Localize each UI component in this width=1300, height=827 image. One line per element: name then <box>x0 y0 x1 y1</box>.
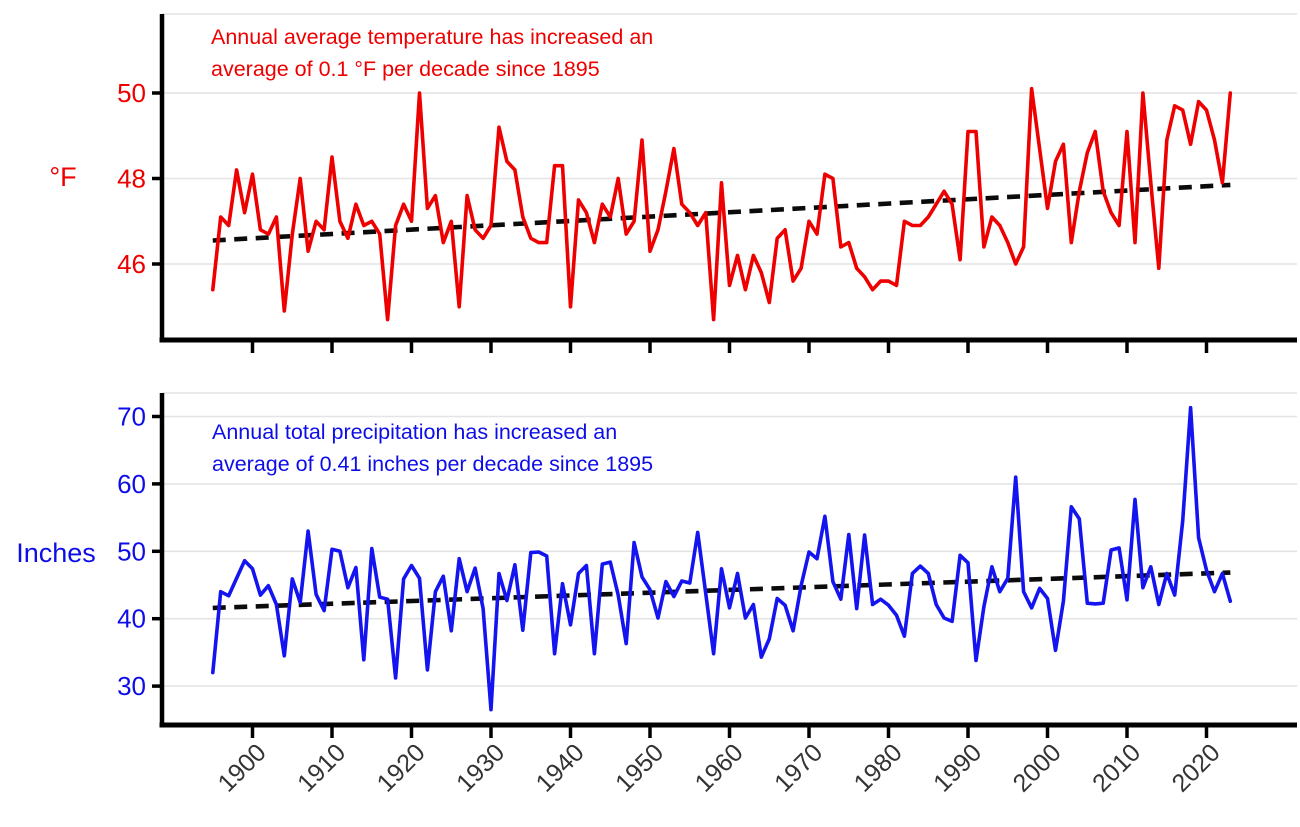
precipitation-y-tick-label: 30 <box>117 671 146 701</box>
precipitation-trend-line <box>212 570 1231 611</box>
temperature-annotation-line2: average of 0.1 °F per decade since 1895 <box>211 57 600 81</box>
precipitation-y-tick-label: 50 <box>117 536 146 566</box>
x-tick-label: 1900 <box>213 738 272 797</box>
temperature-y-tick-label: 50 <box>117 78 146 108</box>
x-tick-label: 1920 <box>372 738 431 797</box>
temperature-trend-line <box>212 182 1231 243</box>
temperature-annotation: Annual average temperature has increased… <box>211 21 653 85</box>
temperature-y-axis-title: °F <box>49 162 77 192</box>
x-tick-label: 1940 <box>531 738 590 797</box>
x-tick-label: 1960 <box>690 738 749 797</box>
precipitation-data-line <box>211 405 1233 712</box>
x-tick-label: 2020 <box>1167 738 1226 797</box>
temperature-data-line <box>211 86 1233 322</box>
precipitation-annotation-line2: average of 0.41 inches per decade since … <box>212 452 654 476</box>
precipitation-y-tick-label: 60 <box>117 469 146 499</box>
x-tick-label: 1980 <box>849 738 908 797</box>
precipitation-y-axis-title: Inches <box>16 538 96 568</box>
temperature-annotation-line1: Annual average temperature has increased… <box>211 25 654 49</box>
precipitation-annotation: Annual total precipitation has increased… <box>212 416 653 480</box>
precipitation-y-tick-label: 70 <box>117 402 146 432</box>
temperature-y-tick-label: 46 <box>117 249 146 279</box>
temperature-y-tick-label: 48 <box>117 164 146 194</box>
x-tick-label: 2000 <box>1008 738 1067 797</box>
x-tick-label: 1930 <box>451 738 510 797</box>
x-tick-label: 1910 <box>292 738 351 797</box>
precipitation-annotation-line1: Annual total precipitation has increased… <box>212 420 618 444</box>
x-tick-label: 2010 <box>1087 738 1146 797</box>
precipitation-y-tick-label: 40 <box>117 604 146 634</box>
x-tick-label: 1950 <box>610 738 669 797</box>
x-tick-label: 1990 <box>928 738 987 797</box>
x-tick-label: 1970 <box>769 738 828 797</box>
